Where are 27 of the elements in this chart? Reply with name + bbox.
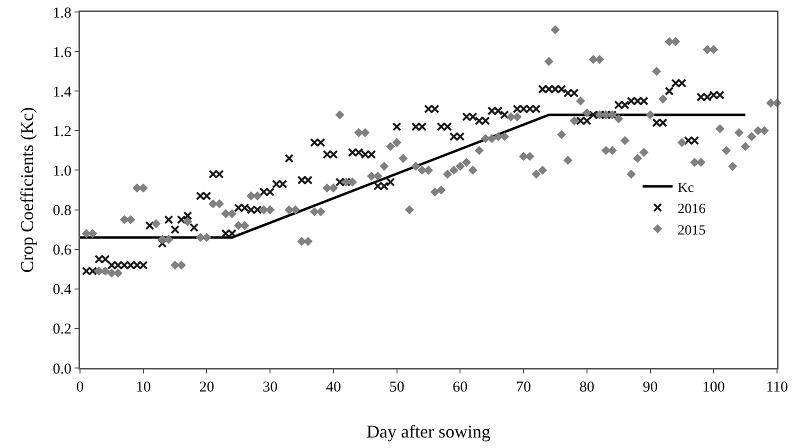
x-tick-label: 0 (76, 380, 84, 396)
x-axis-title: Day after sowing (366, 421, 490, 442)
y-tick-label: 0.6 (52, 242, 72, 259)
x-tick-label: 30 (262, 380, 278, 396)
x-tick-label: 10 (136, 380, 151, 396)
y-tick-label: 0.4 (52, 282, 72, 298)
y-axis-title: Crop Coefficients (Kc) (17, 107, 38, 273)
x-tick-label: 100 (702, 380, 725, 396)
legend-label: 2015 (678, 223, 706, 238)
x-tick-label: 90 (642, 380, 658, 396)
legend-label: 2016 (678, 202, 706, 218)
x-tick-label: 40 (326, 380, 341, 396)
y-tick-label: 0.8 (52, 203, 72, 220)
x-tick-label: 50 (389, 380, 404, 396)
y-tick-label: 1.8 (52, 5, 72, 22)
y-tick-label: 1.4 (52, 84, 72, 100)
y-tick-label: 1.0 (52, 163, 72, 180)
legend-label: Kc (678, 180, 694, 196)
x-tick-label: 20 (199, 380, 214, 396)
y-tick-label: 0.0 (52, 361, 72, 378)
x-tick-label: 80 (579, 380, 594, 396)
y-tick-label: 1.6 (52, 44, 72, 61)
x-tick-label: 60 (452, 380, 468, 396)
x-tick-label: 70 (516, 380, 532, 396)
y-tick-label: 1.2 (52, 124, 72, 140)
y-tick-label: 0.2 (52, 322, 72, 338)
x-tick-label: 110 (766, 380, 788, 396)
